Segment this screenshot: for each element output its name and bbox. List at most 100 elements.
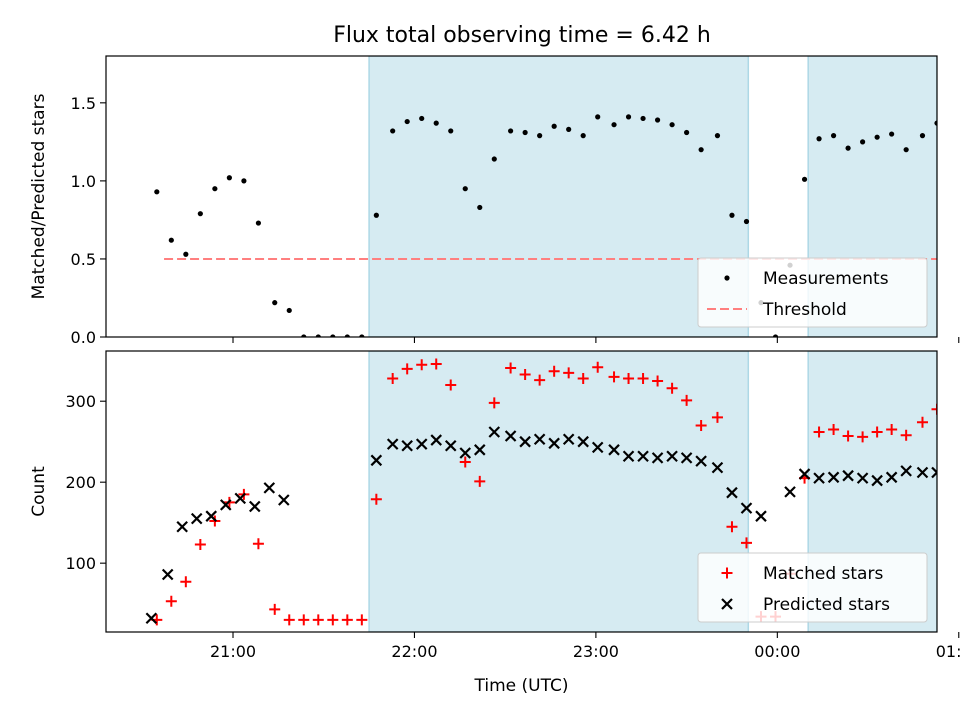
x-tick-label: 01:00 [936,642,960,661]
matched-star-marker [416,359,428,371]
matched-star-marker [459,456,471,468]
measurement-point [522,129,528,136]
matched-star-marker [813,426,825,438]
predicted-star-marker [885,471,898,484]
predicted-star-marker [473,444,486,456]
matched-star-marker [474,475,486,487]
x-axis-label: Time (UTC) [474,676,569,696]
legend-box [697,552,928,623]
predicted-star-marker [637,450,649,463]
predicted-star-marker [548,437,560,450]
x-tick-label: 00:00 [754,642,800,661]
measurement-point [419,115,425,122]
measurement-point [934,120,937,126]
matched-star-marker [726,521,738,533]
measurement-point [433,120,439,126]
matched-star-marker [165,595,177,607]
matched-star-marker [740,537,752,549]
measurement-point [714,133,721,139]
legend-label: Matched stars [763,564,883,584]
matched-star-marker [341,614,353,626]
matched-star-marker [577,373,589,385]
measurement-point [404,118,410,125]
predicted-star-marker [827,471,840,484]
x-tick-label: 23:00 [573,642,619,661]
measurement-point [566,126,572,132]
measurement-point [816,136,822,142]
measurement-point [330,334,336,337]
measurement-point [654,117,661,123]
measurement-point [390,128,396,134]
predicted-star-marker [622,450,635,463]
matched-star-marker [916,416,928,428]
matched-star-marker [608,371,620,383]
predicted-star-marker [711,461,724,474]
matched-star-marker [298,614,310,626]
predicted-star-marker [415,438,428,450]
measurement-point [462,186,468,192]
y-tick-label: 1.5 [71,94,96,113]
predicted-star-marker [900,465,912,477]
measurement-point [830,133,837,139]
predicted-star-marker [263,482,276,494]
predicted-star-marker [813,472,825,484]
measurement-point [508,128,514,134]
predicted-star-marker [430,434,443,446]
matched-star-marker [194,539,206,551]
legend-measurement-marker [724,275,730,281]
measurement-point [551,123,557,129]
measurement-point [212,186,218,192]
matched-star-marker [711,411,723,423]
observing-window [368,56,750,337]
matched-star-marker [666,382,678,394]
matched-star-marker [519,368,531,380]
matched-star-marker [857,431,869,443]
predicted-star-marker [842,469,854,482]
predicted-star-marker [145,612,158,625]
predicted-star-marker [161,568,174,581]
measurement-point [226,175,232,181]
x-tick-label: 21:00 [210,642,256,661]
matched-star-marker [534,374,546,386]
predicted-star-marker [755,510,767,522]
measurement-point [580,133,586,139]
predicted-star-marker [651,452,664,464]
matched-star-marker [269,603,281,615]
predicted-star-marker [666,450,678,463]
axes-frame [105,350,938,633]
matched-star-marker [283,614,295,626]
legend-label: Predicted stars [763,595,890,615]
matched-star-marker [180,576,192,588]
measurement-point [537,133,543,139]
matched-star-marker [252,538,264,550]
measurement-point [154,189,160,195]
matched-star-marker [505,362,517,374]
measurement-point [477,204,483,211]
ratio-panel: 0.0 0.5 1.0 1.5 Matched/Predicted stars Measu… [29,55,960,347]
y-tick-label: 0.0 [71,328,96,347]
measurement-point [183,251,189,257]
matched-star-marker [886,424,898,436]
measurement-point [491,156,497,162]
matched-star-marker [592,361,604,373]
predicted-star-marker [871,474,883,487]
measurement-point [801,176,808,182]
predicted-star-marker [386,438,399,450]
measurement-point [595,114,601,120]
measurement-point [344,334,350,337]
matched-star-marker [312,614,324,626]
measurement-point [743,218,750,225]
measurement-point [845,145,851,151]
predicted-star-marker [278,494,290,506]
predicted-star-marker [504,430,517,442]
predicted-star-marker [680,452,693,464]
measurement-point [698,147,704,153]
predicted-star-marker [234,492,247,505]
observing-window [368,351,750,632]
predicted-star-marker [519,435,531,448]
matched-star-marker [695,420,707,432]
y-tick-label: 100 [65,554,96,573]
count-panel: 10020030021:0022:0023:0000:0001:0002:000… [29,350,960,696]
measurement-point [919,133,926,139]
